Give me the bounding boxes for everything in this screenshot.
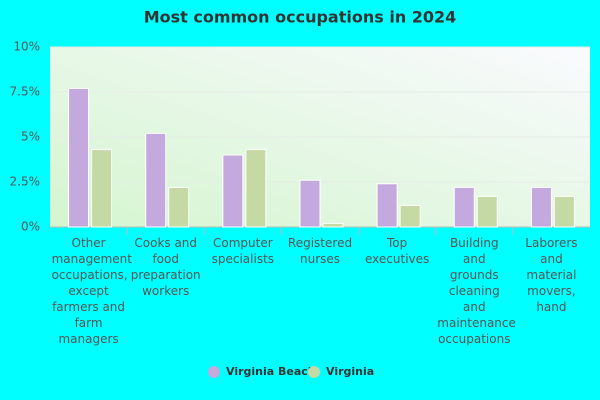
bar (299, 179, 321, 228)
x-tick-label: Registered nurses (287, 236, 353, 266)
bar (168, 186, 190, 228)
bar (68, 87, 90, 228)
x-tick-label: Laborers and material movers, hand (525, 236, 578, 314)
legend-label: Virginia Beach (226, 365, 316, 378)
bar (376, 183, 398, 228)
bar (222, 154, 244, 228)
y-tick-label: 10% (13, 40, 40, 54)
x-tick-label: Top executives (365, 236, 430, 266)
bar (530, 186, 552, 228)
legend-swatch (308, 366, 320, 378)
x-tick-label: Building and grounds cleaning and mainte… (437, 236, 516, 346)
legend-label: Virginia (326, 365, 374, 378)
y-tick-label: 7.5% (10, 85, 41, 99)
x-tick-label: Other management occupations, except far… (51, 236, 132, 346)
bar (453, 186, 475, 228)
bar (476, 195, 498, 228)
bar (91, 149, 113, 228)
x-tick-label: Computer specialists (211, 236, 275, 266)
legend-swatch (208, 366, 220, 378)
y-tick-label: 0% (21, 220, 40, 234)
bar (322, 222, 344, 228)
chart-title: Most common occupations in 2024 (144, 8, 457, 27)
bar (145, 132, 167, 228)
y-tick-label: 2.5% (10, 175, 41, 189)
bar (245, 149, 267, 228)
y-tick-label: 5% (21, 130, 40, 144)
bar (399, 204, 421, 228)
bar (553, 195, 575, 228)
x-tick-label: Cooks and food preparation workers (130, 236, 201, 298)
